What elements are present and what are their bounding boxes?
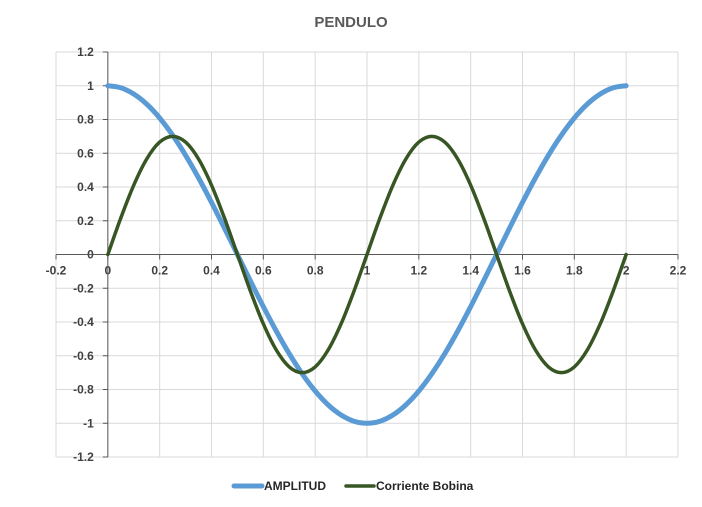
chart-title: PENDULO xyxy=(314,14,388,31)
x-tick-label: 1.8 xyxy=(566,264,583,278)
series-line-corriente-bobina xyxy=(106,134,628,375)
y-tick-label: -0.6 xyxy=(73,349,94,363)
x-tick-label: 2 xyxy=(623,264,630,278)
x-tick-label: 1.4 xyxy=(462,264,479,278)
y-tick-label: -0.8 xyxy=(73,383,94,397)
x-tick-label: 0.8 xyxy=(307,264,324,278)
y-tick-label: 1.2 xyxy=(77,45,94,59)
x-tick-label: -0.2 xyxy=(46,264,67,278)
y-tick-label: 0.6 xyxy=(77,146,94,160)
legend-label: Corriente Bobina xyxy=(376,479,474,493)
x-tick-label: 1.6 xyxy=(514,264,531,278)
y-tick-label: 0.4 xyxy=(77,180,94,194)
x-tick-label: 2.2 xyxy=(670,264,687,278)
x-tick-label: 0.6 xyxy=(255,264,272,278)
y-tick-label: -1.2 xyxy=(73,450,94,464)
series-lines xyxy=(105,83,629,426)
legend: AMPLITUD Corriente Bobina xyxy=(231,479,474,493)
legend-label: AMPLITUD xyxy=(264,479,326,493)
x-tick-label: 1.2 xyxy=(410,264,427,278)
y-tick-label: 1 xyxy=(87,79,94,93)
y-tick-label: -0.4 xyxy=(73,315,94,329)
series-line-amplitud xyxy=(105,83,629,426)
y-tick-label: -0.2 xyxy=(73,281,94,295)
y-tick-label: -1 xyxy=(83,416,94,430)
x-tick-label: 1 xyxy=(364,264,371,278)
y-tick-label: 0.2 xyxy=(77,214,94,228)
x-tick-label: 0.2 xyxy=(151,264,168,278)
x-tick-label: 0.4 xyxy=(203,264,220,278)
y-tick-label: 0.8 xyxy=(77,113,94,127)
axes: -0.200.20.40.60.811.21.41.61.822.21.210.… xyxy=(46,45,687,464)
